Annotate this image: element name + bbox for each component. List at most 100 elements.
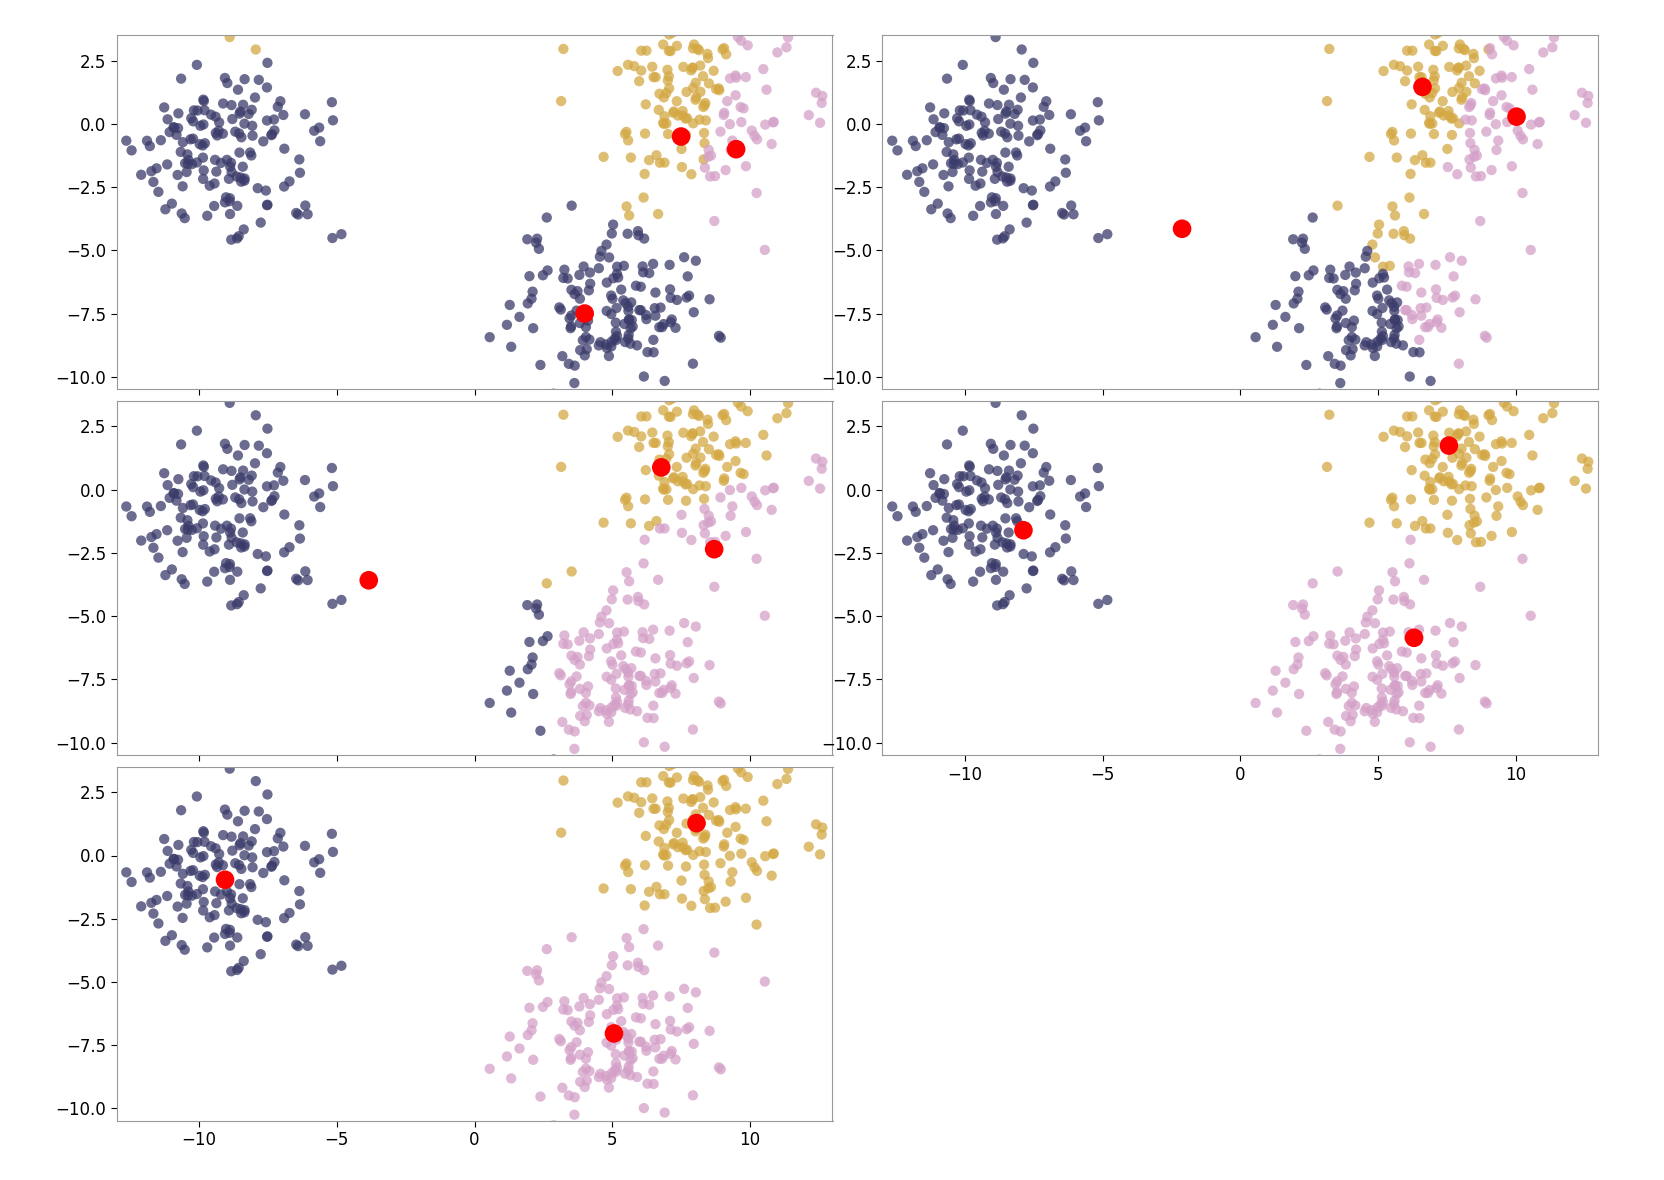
Point xyxy=(639,424,666,442)
Point xyxy=(285,937,311,956)
Point xyxy=(894,165,920,184)
Point xyxy=(1449,39,1476,58)
Point xyxy=(198,837,225,856)
Point xyxy=(1003,100,1030,119)
Point xyxy=(1368,688,1394,707)
Point xyxy=(571,257,597,276)
Point xyxy=(1338,694,1364,713)
Point xyxy=(218,596,245,615)
Point xyxy=(210,460,236,479)
Point xyxy=(958,206,985,225)
Point xyxy=(945,129,972,148)
Point xyxy=(594,339,621,358)
Point xyxy=(997,537,1023,556)
Point xyxy=(1369,630,1396,649)
Point xyxy=(1444,424,1471,442)
Point xyxy=(113,497,140,516)
Point xyxy=(1323,647,1350,666)
Point xyxy=(1351,248,1378,267)
Point xyxy=(617,700,644,719)
Point xyxy=(716,846,742,865)
Point xyxy=(1020,53,1047,72)
Point xyxy=(597,333,624,352)
Point xyxy=(707,1060,734,1079)
Point xyxy=(689,98,716,117)
Point xyxy=(253,182,280,201)
Point xyxy=(200,748,226,767)
Point xyxy=(1446,401,1473,420)
Point xyxy=(191,133,218,152)
Point xyxy=(1326,722,1353,741)
Point xyxy=(807,845,834,864)
Point xyxy=(1343,12,1369,31)
Point xyxy=(980,439,1007,458)
Point xyxy=(629,989,656,1008)
Point xyxy=(1351,702,1378,721)
Point xyxy=(935,498,962,517)
Point xyxy=(1454,433,1481,452)
Point xyxy=(709,772,735,791)
Point xyxy=(712,160,739,179)
Point xyxy=(191,499,218,518)
Point xyxy=(1351,258,1378,277)
Point xyxy=(218,461,245,480)
Point xyxy=(674,998,701,1017)
Point xyxy=(1391,667,1418,686)
Point xyxy=(957,499,983,518)
Point xyxy=(1483,140,1509,159)
Point xyxy=(168,874,195,893)
Point xyxy=(677,531,704,550)
Point xyxy=(539,1116,566,1135)
Point xyxy=(627,61,654,80)
Point xyxy=(597,224,624,243)
Point xyxy=(1050,205,1077,224)
Point xyxy=(1338,328,1364,347)
Point xyxy=(556,1086,582,1104)
Point xyxy=(740,126,767,145)
Point xyxy=(957,133,983,152)
Point xyxy=(1399,342,1426,361)
Point xyxy=(627,301,654,320)
Point xyxy=(1484,131,1511,150)
Point xyxy=(230,889,256,907)
Point xyxy=(238,512,265,531)
Point xyxy=(599,1021,626,1040)
Point xyxy=(532,573,559,592)
Point xyxy=(1406,664,1433,683)
Point xyxy=(1326,284,1353,303)
Point xyxy=(701,539,727,558)
Point xyxy=(165,119,191,138)
Point xyxy=(1396,367,1423,386)
Point xyxy=(649,401,676,420)
Point xyxy=(243,406,270,425)
Point xyxy=(1538,38,1564,57)
Point xyxy=(612,563,639,582)
Point xyxy=(702,369,729,388)
Point xyxy=(190,160,216,179)
Point xyxy=(1364,655,1391,674)
Point xyxy=(228,904,255,923)
Point xyxy=(1376,125,1403,144)
Point xyxy=(586,1128,612,1147)
Point xyxy=(1438,125,1464,144)
Point xyxy=(476,694,503,713)
Point xyxy=(231,114,258,133)
Point xyxy=(1396,229,1423,248)
Point xyxy=(945,467,972,486)
Point xyxy=(216,393,243,412)
Point xyxy=(612,854,639,873)
Point xyxy=(701,943,727,962)
Point xyxy=(216,902,243,920)
Point xyxy=(945,494,972,513)
Point xyxy=(636,151,662,170)
Point xyxy=(128,531,155,550)
Point xyxy=(318,825,344,844)
Point xyxy=(1010,71,1037,90)
Point xyxy=(1444,374,1471,393)
Point xyxy=(561,1106,587,1125)
Point xyxy=(1083,459,1110,478)
Point xyxy=(656,67,682,86)
Point xyxy=(982,570,1008,589)
Point xyxy=(561,740,587,759)
Point xyxy=(1341,629,1368,648)
